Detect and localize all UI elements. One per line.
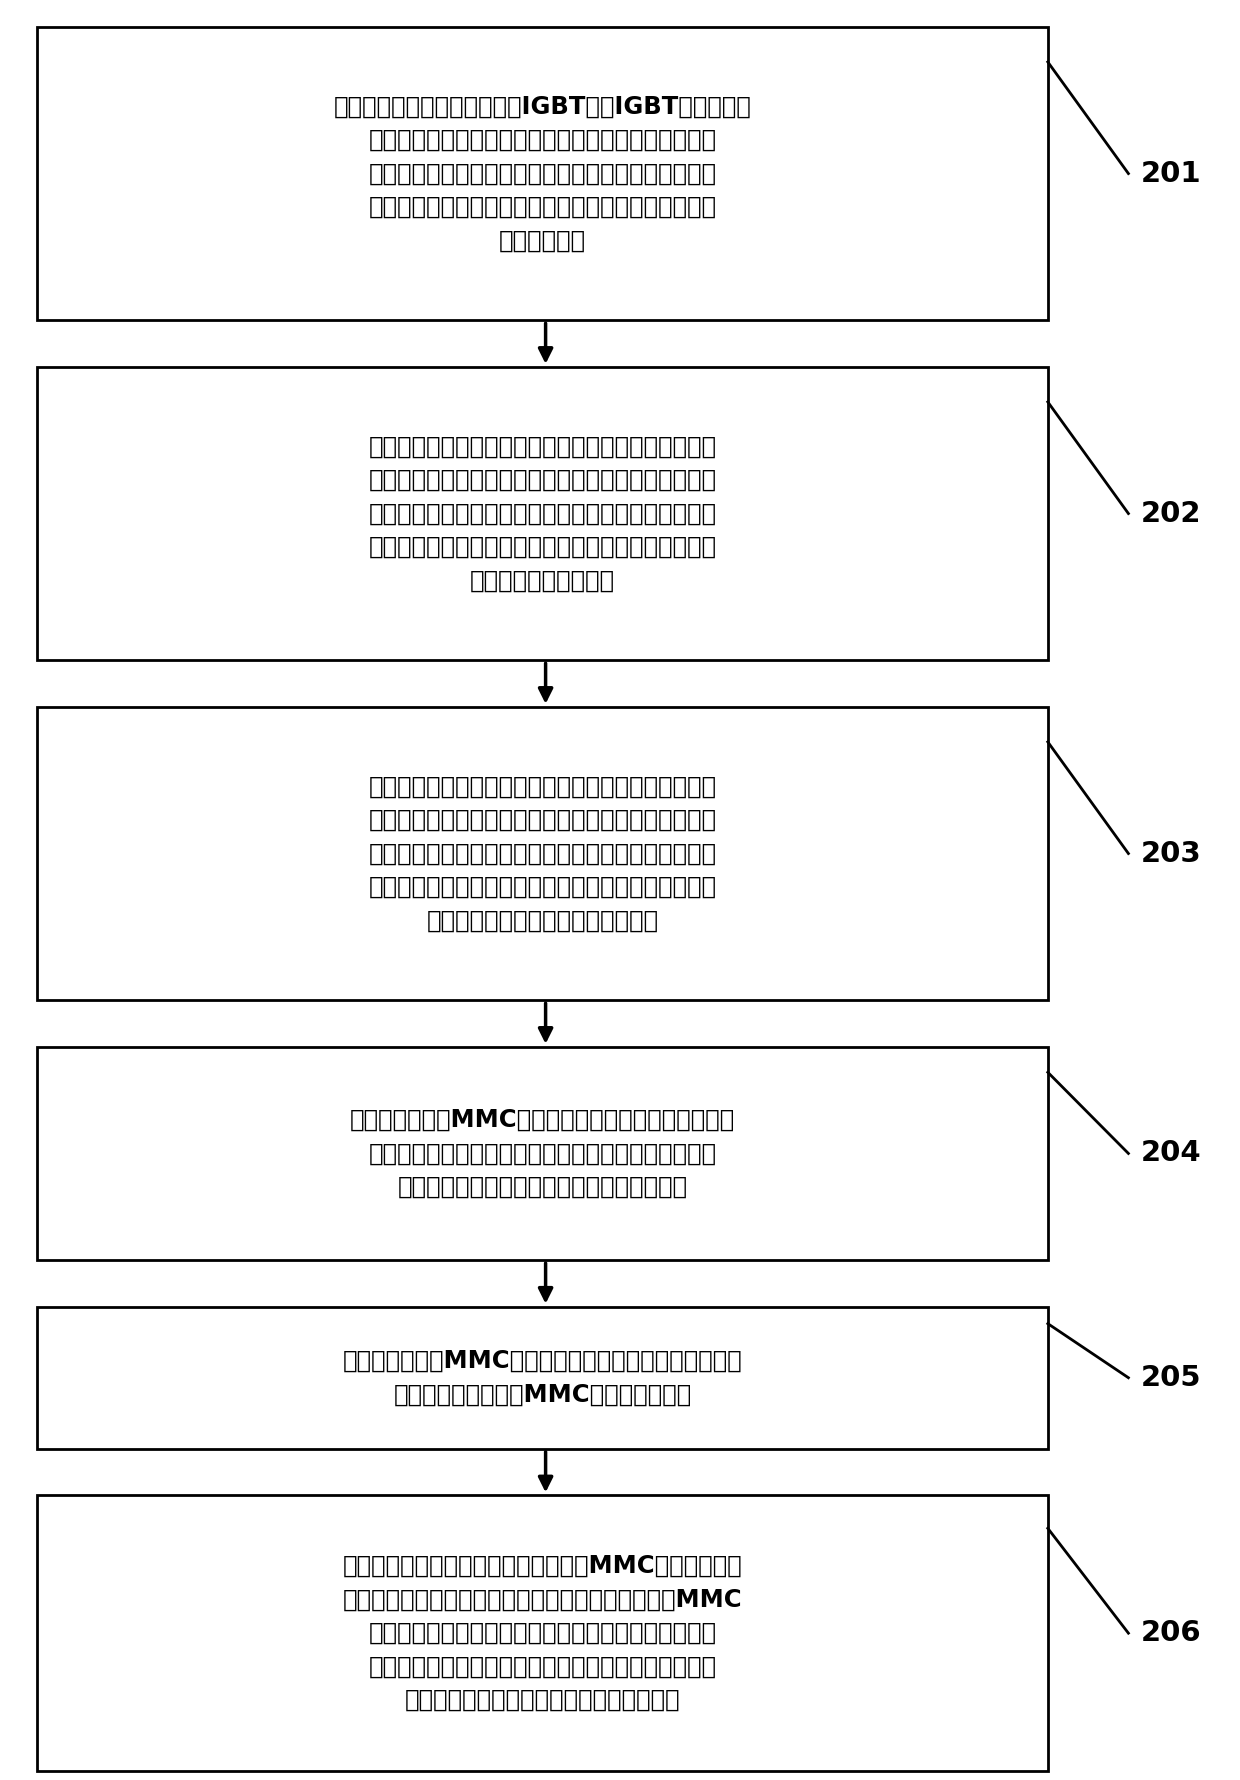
Bar [37,1495,1048,1771]
Text: 将双半桥子模块拓扑结构中的IGBT和与IGBT反并联的二
极管等效为电导值可变的可变电导，并将双半桥子模块
拓扑结构中的电容通过梯形积分法等效为非可变电导与
历: 将双半桥子模块拓扑结构中的IGBT和与IGBT反并联的二 极管等效为电导值可变的… [334,94,751,253]
Bar [37,707,1048,1000]
Text: 根据快速嵌套求解算法将伴随电路的内部节点的信息转
移到外部节点，消去内部节点，保留外部节点，获取双
半桥子模块的诺顿等效模型，并根据诺顿定理和戴维南
定理互为对: 根据快速嵌套求解算法将伴随电路的内部节点的信息转 移到外部节点，消去内部节点，保… [368,774,717,933]
Text: 确定伴随电路的内部节点和外部节点，对伴随电路的支
路和节点进行编号，获取伴随电路的割集矩阵和支路导
纳矩阵，并结合割集矩阵和支路导纳矩阵获取伴随电路
的割集导纳: 确定伴随电路的内部节点和外部节点，对伴随电路的支 路和节点进行编号，获取伴随电路… [368,434,717,593]
Text: 202: 202 [1141,500,1202,527]
Text: 将双半桥子模块MMC的桥臂的各个双半桥子模块以双半
桥子模块的戴维南等效模型进行等效，将各个双半桥子
模块的戴维南等效电路串联获取桥臂等效模型: 将双半桥子模块MMC的桥臂的各个双半桥子模块以双半 桥子模块的戴维南等效模型进行… [350,1107,735,1200]
Bar [37,1047,1048,1260]
Text: 通过电磁暂态仿真软件对双半桥子模块MMC的仿真电路网
络进行仿真，在每一个仿真步长后获取双半桥子模块MMC
的仿真电路网络各个桥臂的桥臂电流值，并将各个桥臂
电: 通过电磁暂态仿真软件对双半桥子模块MMC的仿真电路网 络进行仿真，在每一个仿真步… [342,1554,743,1712]
Text: 203: 203 [1141,840,1202,867]
Text: 201: 201 [1141,160,1202,187]
Text: 206: 206 [1141,1620,1202,1646]
Bar [37,367,1048,660]
Text: 将双半桥子模块MMC的各个桥臂以桥臂等效模型进行等效
，获取双半桥子模块MMC的仿真电路网络: 将双半桥子模块MMC的各个桥臂以桥臂等效模型进行等效 ，获取双半桥子模块MMC的… [342,1349,743,1406]
Text: 204: 204 [1141,1139,1202,1168]
Bar [37,27,1048,320]
Text: 205: 205 [1141,1363,1202,1392]
Bar [37,1307,1048,1449]
